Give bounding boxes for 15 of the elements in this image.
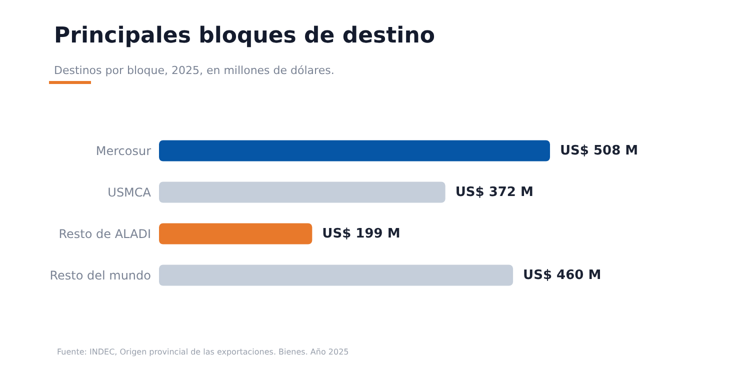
bar <box>159 182 446 203</box>
bar <box>159 223 312 244</box>
source-note: Fuente: INDEC, Origen provincial de las exportaciones. Bienes. Año 2025 <box>57 348 349 356</box>
y-tick-label: Resto del mundo <box>50 268 151 282</box>
y-tick-label: Mercosur <box>96 144 152 158</box>
data-label: US$ 460 M <box>523 268 602 283</box>
data-label: US$ 372 M <box>455 184 534 200</box>
y-tick-label: Resto de ALADI <box>58 226 151 241</box>
chart-subtitle: Destinos por bloque, 2025, en millones de dólares. <box>54 64 334 77</box>
y-tick-label: USMCA <box>108 185 152 200</box>
chart-title: Principales bloques de destino <box>54 24 435 48</box>
bar <box>159 264 514 286</box>
data-label: US$ 508 M <box>560 143 638 158</box>
bar <box>159 140 550 162</box>
data-label: US$ 199 M <box>322 226 400 242</box>
